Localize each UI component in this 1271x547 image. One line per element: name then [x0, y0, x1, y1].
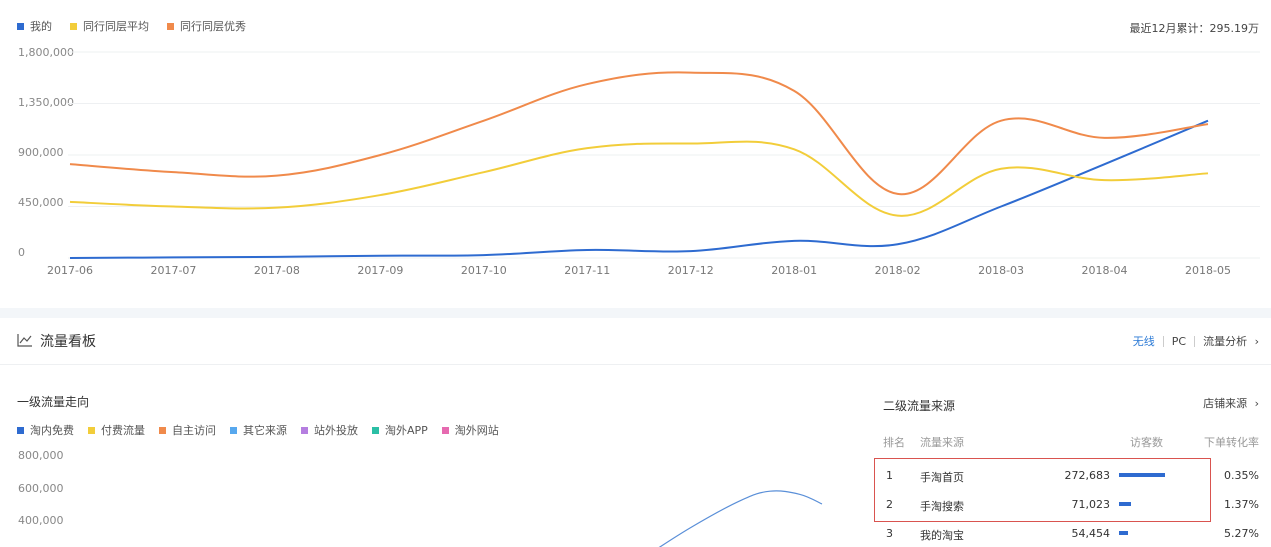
row-visitors: 272,683 — [1064, 469, 1111, 482]
level2-title: 二级流量来源 — [883, 399, 956, 413]
row-conversion: 1.37% — [1224, 498, 1259, 511]
legend-item-peer-excellent[interactable]: 同行同层优秀 — [167, 18, 246, 34]
y-tick-label: 900,000 — [18, 146, 64, 159]
y-tick-label: 800,000 — [18, 449, 64, 462]
legend-item-paid[interactable]: 付费流量 — [88, 422, 145, 438]
series-line-同行同层优秀 — [69, 71, 1209, 195]
header-source: 流量来源 — [920, 436, 964, 449]
x-tick-label: 2017-09 — [357, 264, 404, 277]
legend-swatch — [372, 426, 379, 434]
y-tick-label: 600,000 — [18, 482, 64, 495]
traffic-analysis-label: 流量分析 — [1203, 335, 1248, 348]
series-area-淘内免费 — [640, 490, 822, 547]
x-tick-label: 2017-08 — [253, 264, 300, 277]
legend-swatch — [159, 426, 166, 434]
header-rank: 排名 — [883, 436, 905, 449]
row-visitors: 54,454 — [1071, 527, 1111, 540]
legend-label: 站外投放 — [314, 424, 358, 437]
series-line-我的 — [69, 119, 1209, 259]
x-tick-label: 2018-02 — [874, 264, 921, 277]
y-tick-label: 400,000 — [18, 514, 64, 527]
legend-label: 我的 — [30, 20, 52, 33]
cumulative-total: 最近12月累计：295.19万 — [1129, 22, 1260, 35]
legend-label: 淘外APP — [385, 424, 428, 437]
legend-item-direct[interactable]: 自主访问 — [159, 422, 216, 438]
legend-swatch — [441, 426, 449, 434]
header-visitors: 访客数 — [1130, 436, 1163, 449]
y-tick-label: 1,800,000 — [18, 46, 74, 59]
x-tick-label: 2018-03 — [978, 264, 1025, 277]
legend-label: 其它来源 — [243, 424, 287, 437]
legend-label: 淘外网站 — [454, 424, 499, 437]
traffic-analysis-link[interactable]: 流量分析 › — [1203, 333, 1259, 349]
chevron-right-icon: › — [1254, 397, 1259, 410]
row-rank: 3 — [886, 527, 893, 540]
legend-label: 同行同层平均 — [83, 20, 149, 33]
legend-label: 同行同层优秀 — [180, 20, 246, 33]
x-tick-label: 2017-12 — [667, 264, 714, 277]
section-separator — [0, 308, 1271, 318]
top-legend: 我的 同行同层平均 同行同层优秀 — [17, 18, 246, 34]
legend-label: 自主访问 — [172, 424, 216, 437]
nav-divider — [1194, 335, 1196, 347]
tab-pc[interactable]: PC — [1171, 334, 1187, 348]
shop-source-label: 店铺来源 — [1203, 397, 1248, 410]
shop-source-link[interactable]: 店铺来源 › — [1203, 395, 1259, 411]
row-conversion: 0.35% — [1224, 469, 1259, 482]
y-tick-label: 450,000 — [18, 196, 64, 209]
legend-swatch — [70, 22, 77, 30]
legend-label: 淘内免费 — [30, 424, 74, 437]
legend-item-external-site[interactable]: 淘外网站 — [441, 422, 499, 438]
visitor-bar — [1119, 473, 1165, 477]
legend-swatch — [88, 426, 95, 434]
visitor-bar — [1119, 531, 1129, 535]
highlight-box — [874, 458, 1211, 522]
legend-item-peer-avg[interactable]: 同行同层平均 — [70, 18, 149, 34]
row-visitors: 71,023 — [1071, 498, 1111, 511]
legend-swatch — [301, 426, 308, 434]
x-tick-label: 2018-01 — [771, 264, 818, 277]
x-tick-label: 2017-07 — [150, 264, 197, 277]
panel-title: 流量看板 — [40, 334, 96, 350]
legend-item-offsite-ads[interactable]: 站外投放 — [301, 422, 358, 438]
panel-nav: 无线 PC 流量分析 › — [1133, 333, 1259, 349]
visitor-bar — [1119, 502, 1131, 506]
row-source[interactable]: 手淘搜索 — [920, 500, 964, 513]
legend-swatch — [230, 426, 237, 434]
legend-item-taonei-free[interactable]: 淘内免费 — [17, 422, 74, 438]
x-tick-label: 2017-06 — [47, 264, 93, 277]
row-source[interactable]: 我的淘宝 — [920, 529, 964, 542]
level1-legend: 淘内免费 付费流量 自主访问 其它来源 站外投放 淘外APP 淘外网站 — [17, 422, 499, 438]
legend-swatch — [167, 22, 174, 30]
x-tick-label: 2018-04 — [1081, 264, 1128, 277]
panel-divider — [0, 364, 1271, 365]
legend-item-other[interactable]: 其它来源 — [230, 422, 287, 438]
legend-swatch — [17, 22, 24, 30]
nav-divider — [1162, 335, 1164, 347]
row-rank: 1 — [886, 469, 893, 482]
series-line-同行同层平均 — [69, 140, 1209, 217]
legend-item-external-app[interactable]: 淘外APP — [372, 422, 428, 438]
legend-item-mine[interactable]: 我的 — [17, 18, 52, 34]
legend-swatch — [17, 426, 24, 434]
y-tick-label: 1,350,000 — [18, 96, 74, 109]
tab-wireless[interactable]: 无线 — [1132, 335, 1155, 348]
chevron-right-icon: › — [1254, 335, 1259, 348]
level1-area-chart — [640, 490, 823, 547]
level1-title: 一级流量走向 — [17, 395, 90, 409]
x-tick-label: 2018-05 — [1185, 264, 1231, 277]
row-conversion: 5.27% — [1224, 527, 1259, 540]
header-conversion: 下单转化率 — [1204, 436, 1259, 449]
line-chart-icon — [17, 334, 32, 347]
series-line-淘内免费 — [658, 490, 823, 547]
x-tick-label: 2017-10 — [460, 264, 507, 277]
x-tick-label: 2017-11 — [564, 264, 611, 277]
legend-label: 付费流量 — [101, 424, 145, 437]
row-source[interactable]: 手淘首页 — [920, 471, 964, 484]
row-rank: 2 — [886, 498, 893, 511]
y-tick-label: 0 — [18, 246, 25, 259]
traffic-line-chart — [68, 51, 1260, 259]
